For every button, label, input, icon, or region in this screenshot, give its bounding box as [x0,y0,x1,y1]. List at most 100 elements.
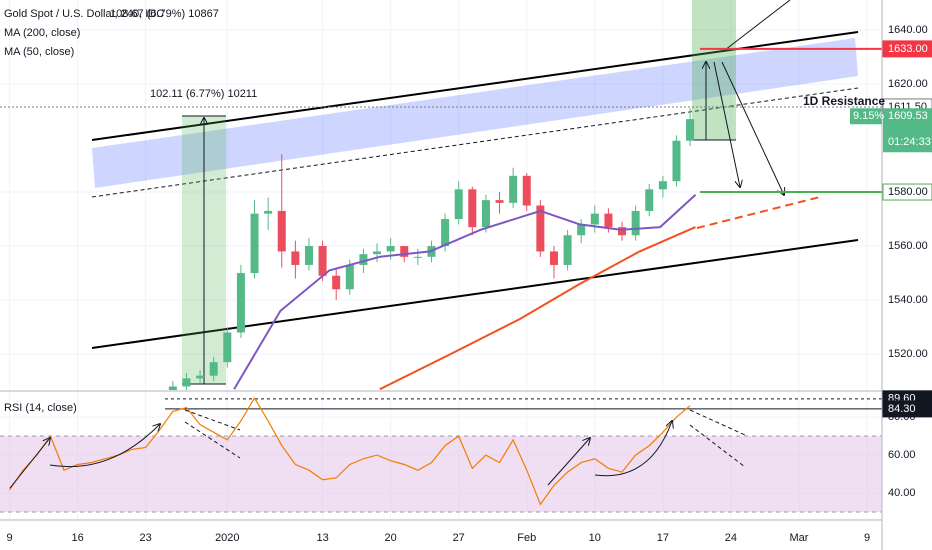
projection-arrow [713,61,740,187]
rsi-arrow [547,438,590,486]
x-tick-label: 24 [725,532,737,544]
x-tick-label: 10 [589,532,601,544]
x-tick-label: 2020 [215,532,239,544]
x-tick-label: Feb [517,532,536,544]
candle-body [481,200,490,228]
ma-projection [696,196,821,229]
candle-body [182,378,191,387]
price-label-bg [882,40,932,58]
candle-body [332,275,341,290]
x-tick-label: 13 [316,532,328,544]
rsi-trend [689,424,746,468]
candle-body [264,210,273,214]
last-price-bg [883,108,932,153]
ma-line [233,193,697,390]
candle-body [604,213,613,228]
rsi-arrow [49,424,160,468]
candle-body [658,181,667,190]
candle-body [345,264,354,290]
y-tick-label: 1620.00 [888,78,928,90]
candle-body [413,256,422,258]
x-tick-label: Mar [789,532,808,544]
candle-body [454,189,463,220]
channel-band [92,38,858,188]
price-label-bg [882,400,932,418]
change: 9.15% [853,110,884,122]
last-price: 1609.53 [888,110,928,122]
candle-body [468,189,477,228]
change-bg [850,108,882,125]
rsi-arrow [9,438,50,489]
rsi-trend [184,409,241,431]
candle-body [577,224,586,236]
y-tick-label: 1560.00 [888,240,928,252]
annotation: 102.11 (6.77%) 10211 [150,88,257,100]
y-tick-label: 1640.00 [888,24,928,36]
candle-body [509,175,518,203]
candle-body [236,273,245,333]
legend-entry: MA (50, close) [4,46,74,58]
candle-body [618,227,627,236]
x-tick-label: 9 [864,532,870,544]
x-tick-label: 20 [385,532,397,544]
candle-body [359,254,368,265]
rsi-arrow [594,421,672,477]
channel-bottom [91,239,859,349]
measure-box [692,0,736,140]
legend-entry: MA (200, close) [4,27,80,39]
candle-body [386,246,395,252]
price-label: 1580.00 [888,186,928,198]
candle-body [373,251,382,255]
y-tick-label: 60.00 [888,449,916,461]
rsi-trend [689,409,746,436]
annotation: 108.67 (6.79%) 10867 [110,8,219,20]
countdown: 01:24:33 [888,136,931,148]
rsi-legend: RSI (14, close) [4,402,77,414]
axes: 1520.001540.001560.001580.001620.001640.… [6,24,932,544]
y-tick-label: 40.00 [888,487,916,499]
candle-body [400,246,409,257]
candle-body [590,213,599,225]
y-tick-label: 1520.00 [888,348,928,360]
price-pane [0,47,882,390]
legend-title: Gold Spot / U.S. Dollar, 240, IDC [4,8,164,20]
candle-body [209,362,218,376]
price-label: 1633.00 [888,43,928,55]
rsi-pane [0,396,882,513]
candle-body [318,246,327,276]
candle-body [549,251,558,265]
x-tick-label: 17 [657,532,669,544]
drawings [91,0,859,385]
candle-body [304,246,313,265]
candle-body [250,213,259,274]
projection-arrow [721,61,784,195]
candle-body [672,140,681,182]
x-tick-label: 9 [6,532,12,544]
price-label: 84.30 [888,403,916,415]
ma-line [379,226,696,390]
y-tick-label: 1540.00 [888,294,928,306]
candle-body [495,200,504,203]
candle-body [223,332,232,363]
rsi-drawings [9,409,746,489]
candle-body [196,375,205,379]
candle-body [277,210,286,252]
rsi-trend [184,421,241,459]
price-label-bg [882,183,932,201]
candle-body [631,210,640,236]
candle-body [645,189,654,211]
candle-body [291,251,300,265]
channel-top [91,31,859,141]
candle-body [441,219,450,247]
channel-mid [91,87,859,198]
x-tick-label: 23 [140,532,152,544]
pointer-line [724,0,791,51]
candle-body [168,386,177,390]
rsi-band [0,436,882,513]
x-tick-label: 27 [453,532,465,544]
candle-body [563,235,572,265]
candle-body [522,175,531,206]
annotation: 1D Resistance [803,94,885,108]
x-tick-label: 16 [71,532,83,544]
